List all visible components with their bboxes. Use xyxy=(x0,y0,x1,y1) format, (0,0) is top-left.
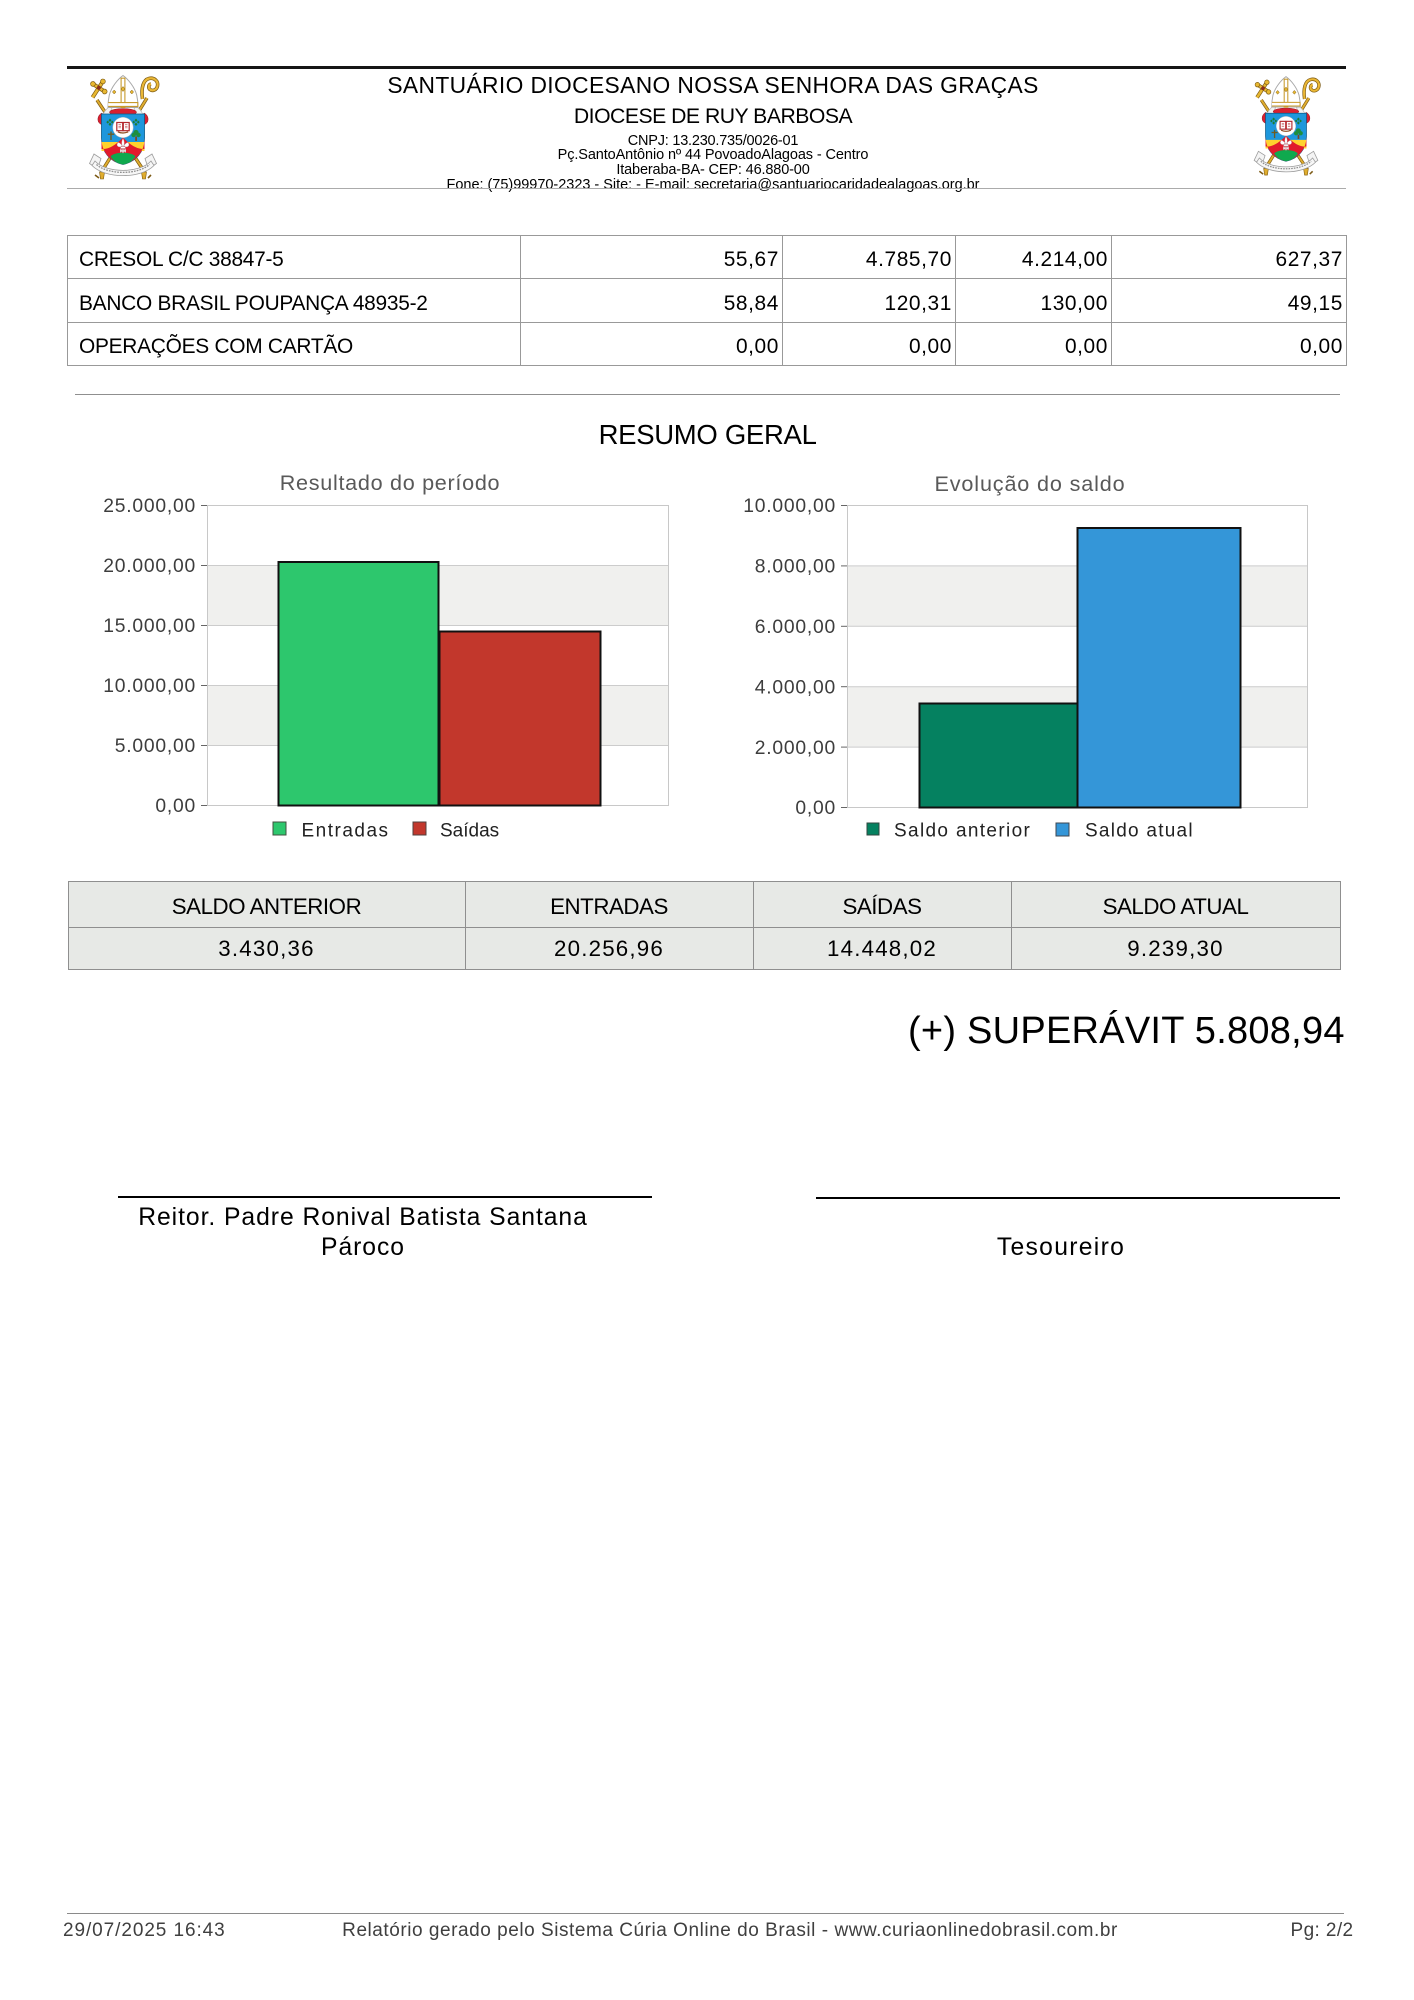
svg-text:Entradas: Entradas xyxy=(302,821,390,842)
svg-text:0,00: 0,00 xyxy=(795,798,836,819)
svg-text:4.000,00: 4.000,00 xyxy=(755,677,836,698)
svg-text:20.000,00: 20.000,00 xyxy=(103,556,196,577)
svg-text:Saídas: Saídas xyxy=(440,821,499,842)
svg-text:0,00: 0,00 xyxy=(155,796,196,817)
svg-text:15.000,00: 15.000,00 xyxy=(103,616,196,637)
svg-text:25.000,00: 25.000,00 xyxy=(103,496,196,517)
svg-text:Resultado do período: Resultado do período xyxy=(280,470,501,495)
svg-text:8.000,00: 8.000,00 xyxy=(755,557,836,578)
svg-text:Evolução do saldo: Evolução do saldo xyxy=(935,471,1126,496)
svg-text:Saldo anterior: Saldo anterior xyxy=(894,821,1031,842)
svg-text:6.000,00: 6.000,00 xyxy=(755,617,836,638)
svg-text:2.000,00: 2.000,00 xyxy=(755,738,836,759)
svg-text:5.000,00: 5.000,00 xyxy=(115,736,196,757)
svg-text:10.000,00: 10.000,00 xyxy=(103,676,196,697)
svg-text:Saldo atual: Saldo atual xyxy=(1085,821,1194,842)
svg-text:10.000,00: 10.000,00 xyxy=(743,496,836,517)
